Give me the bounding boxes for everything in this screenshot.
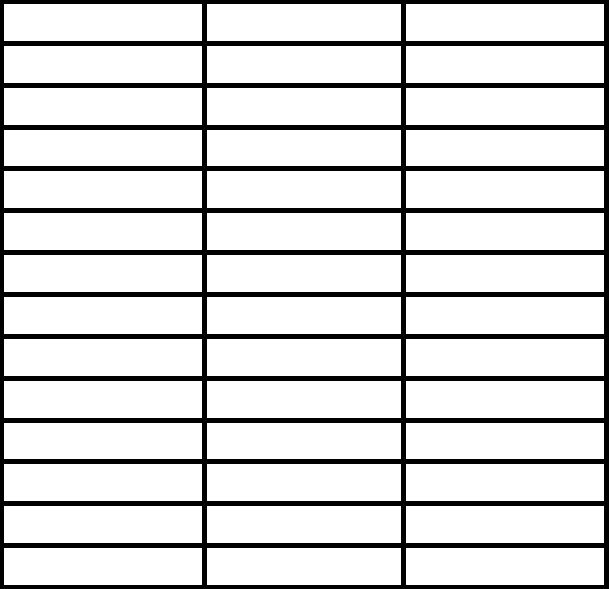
table-cell bbox=[406, 171, 604, 209]
table-cell bbox=[207, 422, 401, 460]
table-cell bbox=[4, 422, 202, 460]
table-cell bbox=[406, 380, 604, 418]
table-cell bbox=[207, 506, 401, 544]
table-cell bbox=[406, 255, 604, 292]
table-cell bbox=[207, 45, 401, 83]
table-cell bbox=[406, 45, 604, 83]
table-cell bbox=[406, 87, 604, 125]
table-cell bbox=[207, 4, 401, 41]
table-cell bbox=[406, 338, 604, 376]
table-cell bbox=[4, 213, 202, 251]
table-cell bbox=[4, 171, 202, 209]
table-cell bbox=[4, 4, 202, 41]
table-cell bbox=[4, 255, 202, 292]
table-cell bbox=[207, 255, 401, 292]
table-cell bbox=[207, 87, 401, 125]
table-cell bbox=[406, 129, 604, 167]
table-cell bbox=[406, 422, 604, 460]
table-cell bbox=[406, 297, 604, 334]
table-cell bbox=[4, 45, 202, 83]
table-cell bbox=[207, 129, 401, 167]
table-cell bbox=[4, 87, 202, 125]
table-cell bbox=[4, 338, 202, 376]
table-cell bbox=[207, 297, 401, 334]
table-cell bbox=[406, 4, 604, 41]
table-cell bbox=[4, 297, 202, 334]
table-cell bbox=[4, 129, 202, 167]
table-cell bbox=[4, 380, 202, 418]
table-cell bbox=[207, 380, 401, 418]
table-cell bbox=[207, 338, 401, 376]
table-cell bbox=[4, 464, 202, 502]
table-cell bbox=[4, 548, 202, 585]
table-cell bbox=[406, 213, 604, 251]
table-cell bbox=[4, 506, 202, 544]
table-cell bbox=[406, 548, 604, 585]
table-cell bbox=[207, 171, 401, 209]
table-cell bbox=[207, 213, 401, 251]
table-cell bbox=[207, 464, 401, 502]
table-cell bbox=[406, 506, 604, 544]
table-cell bbox=[406, 464, 604, 502]
table-cell bbox=[207, 548, 401, 585]
